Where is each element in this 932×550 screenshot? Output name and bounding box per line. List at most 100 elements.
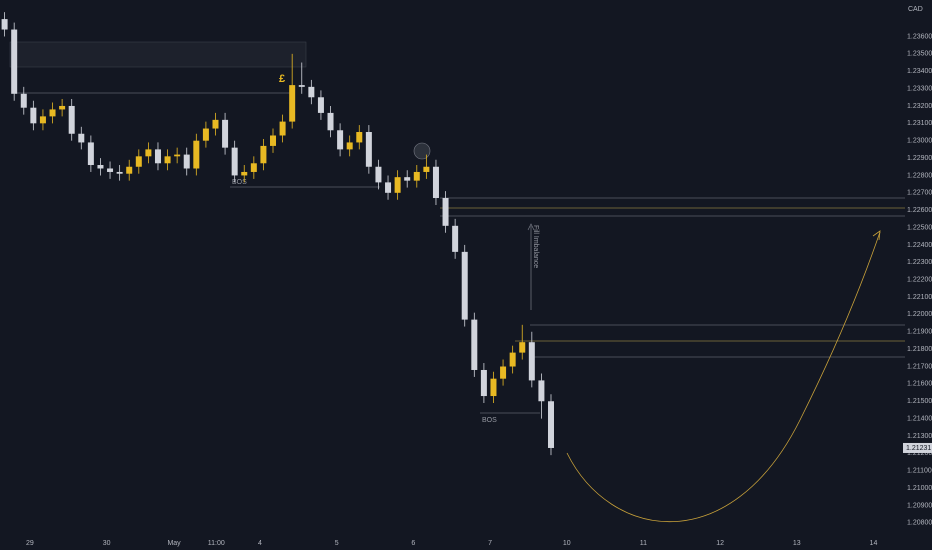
x-tick-label: 11:00 bbox=[208, 540, 225, 547]
candle-body bbox=[107, 168, 114, 172]
x-tick-label: 6 bbox=[411, 540, 415, 547]
candle-body bbox=[327, 112, 334, 131]
candle-body bbox=[116, 171, 123, 174]
y-tick-label: 1.21000 bbox=[907, 485, 932, 492]
y-tick-label: 1.20900 bbox=[907, 502, 932, 509]
candle-body bbox=[222, 119, 229, 148]
y-tick-label: 1.23600 bbox=[907, 33, 932, 40]
candle-body bbox=[260, 145, 267, 164]
y-tick-label: 1.23500 bbox=[907, 51, 932, 58]
candle-body bbox=[289, 85, 296, 122]
candle-body bbox=[174, 154, 181, 157]
y-tick-label: 1.21800 bbox=[907, 346, 932, 353]
candle-body bbox=[145, 149, 152, 157]
y-tick-label: 1.21700 bbox=[907, 363, 932, 370]
candle-body bbox=[164, 156, 171, 164]
y-tick-label: 1.21200 bbox=[907, 450, 932, 457]
x-tick-label: 7 bbox=[488, 540, 492, 547]
x-tick-label: 14 bbox=[870, 540, 878, 547]
candle-body bbox=[461, 251, 468, 320]
candle-body bbox=[394, 177, 401, 193]
candle-body bbox=[452, 225, 459, 252]
candle-body bbox=[49, 109, 56, 117]
candle-body bbox=[1, 19, 8, 30]
candle-body bbox=[11, 29, 18, 94]
currency-label: CAD bbox=[908, 6, 923, 13]
candle-body bbox=[20, 93, 27, 108]
candle-body bbox=[365, 132, 372, 167]
candle-body bbox=[317, 97, 324, 113]
candle-body bbox=[356, 132, 363, 143]
x-tick-label: 10 bbox=[563, 540, 571, 547]
candle-body bbox=[308, 86, 315, 98]
candle-body bbox=[346, 142, 353, 150]
candle-body bbox=[337, 130, 344, 150]
candle-body bbox=[193, 140, 200, 169]
x-tick-label: 12 bbox=[716, 540, 724, 547]
candle-body bbox=[509, 352, 516, 367]
candle-body bbox=[279, 121, 286, 136]
y-tick-label: 1.23000 bbox=[907, 138, 932, 145]
y-tick-label: 1.22500 bbox=[907, 224, 932, 231]
fill-imbalance-label: Fill Imbalance bbox=[532, 225, 539, 268]
y-tick-label: 1.23400 bbox=[907, 68, 932, 75]
arrow-head bbox=[527, 223, 535, 231]
x-tick-label: 29 bbox=[26, 540, 34, 547]
marker-circle bbox=[413, 142, 431, 160]
y-tick-label: 1.21500 bbox=[907, 398, 932, 405]
candle-body bbox=[202, 128, 209, 141]
candle-body bbox=[97, 165, 104, 169]
y-tick-label: 1.22400 bbox=[907, 242, 932, 249]
x-tick-label: May bbox=[167, 540, 181, 547]
y-tick-label: 1.22300 bbox=[907, 259, 932, 266]
x-tick-label: 5 bbox=[335, 540, 339, 547]
bos-label: BOS bbox=[232, 179, 247, 186]
last-price-box bbox=[903, 442, 932, 453]
candle-body bbox=[126, 166, 133, 174]
candle-body bbox=[78, 133, 85, 143]
candle-body bbox=[480, 369, 487, 397]
x-tick-label: 13 bbox=[793, 540, 801, 547]
candle-body bbox=[490, 378, 497, 397]
y-tick-label: 1.22800 bbox=[907, 172, 932, 179]
candle-body bbox=[500, 366, 507, 379]
y-tick-label: 1.22700 bbox=[907, 190, 932, 197]
candle-body bbox=[30, 107, 37, 124]
y-tick-label: 1.22600 bbox=[907, 207, 932, 214]
last-price-label: 1.21231 bbox=[906, 445, 931, 452]
candle-body bbox=[231, 147, 238, 176]
candle-body bbox=[183, 154, 190, 169]
candle-body bbox=[538, 380, 545, 402]
candle-body bbox=[68, 105, 75, 134]
candle-body bbox=[39, 116, 46, 124]
candle-body bbox=[432, 166, 439, 199]
x-tick-label: 30 bbox=[103, 540, 111, 547]
y-tick-label: 1.21900 bbox=[907, 329, 932, 336]
y-tick-label: 1.22000 bbox=[907, 311, 932, 318]
candle-body bbox=[135, 156, 142, 167]
candle-body bbox=[547, 401, 554, 448]
x-tick-label: 11 bbox=[640, 540, 647, 547]
candle-body bbox=[241, 171, 248, 176]
y-tick-label: 1.21300 bbox=[907, 433, 932, 440]
candle-body bbox=[298, 85, 305, 87]
projection-curve bbox=[566, 231, 881, 523]
candle-body bbox=[442, 198, 449, 226]
candle-body bbox=[250, 163, 257, 172]
y-tick-label: 1.22200 bbox=[907, 277, 932, 284]
y-tick-label: 1.22900 bbox=[907, 155, 932, 162]
projection-arrow bbox=[872, 230, 881, 241]
candle-body bbox=[87, 142, 94, 166]
candle-body bbox=[528, 342, 535, 381]
x-tick-label: 4 bbox=[258, 540, 262, 547]
candle-body bbox=[471, 319, 478, 370]
y-tick-label: 1.20800 bbox=[907, 520, 932, 527]
candle-body bbox=[423, 166, 430, 172]
candle-body bbox=[413, 171, 420, 181]
y-tick-label: 1.21600 bbox=[907, 381, 932, 388]
candle-body bbox=[212, 119, 219, 129]
marks bbox=[1, 12, 554, 456]
candle-body bbox=[375, 166, 382, 183]
